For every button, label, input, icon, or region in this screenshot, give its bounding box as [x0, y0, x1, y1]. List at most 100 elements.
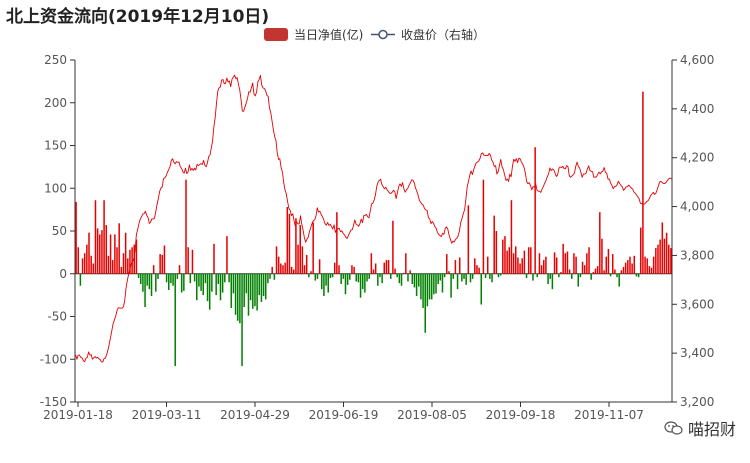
- bar: [256, 273, 258, 311]
- bar: [213, 243, 215, 274]
- bar: [482, 179, 485, 274]
- bar: [560, 272, 562, 274]
- bar: [652, 256, 655, 274]
- bar: [92, 263, 95, 274]
- bar: [474, 258, 476, 274]
- bar: [409, 270, 411, 274]
- legend: 当日净值(亿) 收盘价（右轴）: [264, 27, 485, 42]
- bar: [114, 234, 116, 274]
- bar: [413, 273, 416, 288]
- y-right-tick-label: 4,400: [680, 102, 714, 116]
- bar: [107, 255, 110, 274]
- bar: [215, 273, 217, 296]
- bar: [665, 232, 668, 274]
- bar: [433, 273, 435, 295]
- x-tick-label: 2019-11-07: [574, 408, 644, 422]
- bar: [103, 200, 105, 274]
- bar: [109, 234, 112, 274]
- bar: [168, 273, 170, 290]
- bar: [422, 273, 424, 308]
- bar: [420, 273, 422, 300]
- bar: [639, 227, 642, 274]
- bar: [239, 273, 241, 324]
- x-tick-label: 2019-09-18: [486, 408, 556, 422]
- bar: [293, 269, 295, 274]
- bar: [180, 273, 183, 293]
- bar: [644, 256, 646, 274]
- bar: [327, 273, 329, 293]
- bar: [206, 273, 209, 302]
- bar: [202, 273, 204, 296]
- legend-bar-swatch: [264, 28, 288, 41]
- bar: [452, 273, 454, 279]
- bar: [659, 239, 661, 274]
- bar: [627, 260, 629, 274]
- bar: [245, 273, 248, 294]
- y-right-tick-label: 4,200: [680, 151, 714, 165]
- bar: [176, 273, 179, 279]
- bar: [305, 254, 308, 274]
- bar: [308, 273, 310, 278]
- bar: [120, 266, 123, 274]
- bar: [415, 273, 418, 296]
- bar: [208, 273, 211, 310]
- bar: [86, 244, 88, 274]
- x-tick-label: 2019-06-19: [309, 408, 379, 422]
- bar: [575, 256, 577, 274]
- bar: [663, 238, 666, 274]
- bar: [562, 243, 564, 274]
- bar: [340, 273, 342, 285]
- bar: [189, 273, 192, 284]
- bar: [96, 228, 99, 274]
- bar: [437, 273, 439, 285]
- bar: [163, 245, 166, 274]
- bar: [480, 273, 483, 305]
- bar: [254, 273, 256, 307]
- bar: [426, 273, 429, 307]
- bar: [161, 254, 164, 274]
- bar: [101, 230, 103, 274]
- bar: [377, 273, 379, 286]
- bar: [241, 273, 243, 367]
- bar: [228, 273, 230, 283]
- bar: [461, 273, 463, 282]
- bar: [657, 244, 659, 274]
- bar: [314, 273, 317, 281]
- bar: [622, 266, 625, 274]
- bar: [607, 248, 610, 274]
- bar: [144, 273, 146, 308]
- bar: [525, 273, 528, 279]
- bar: [586, 253, 588, 274]
- watermark-text: 喵招财: [687, 420, 736, 439]
- bar: [611, 254, 614, 274]
- y-right-tick-label: 3,200: [680, 395, 714, 409]
- bar: [282, 265, 284, 274]
- bar: [170, 273, 172, 284]
- bar: [402, 272, 405, 274]
- bar: [234, 273, 237, 315]
- bar: [211, 273, 213, 292]
- bar: [133, 244, 136, 274]
- bar: [349, 273, 351, 280]
- bar: [155, 273, 157, 292]
- legend-bar-label: 当日净值(亿): [294, 27, 363, 42]
- bar: [351, 265, 353, 274]
- bar: [497, 273, 500, 278]
- bar: [521, 258, 523, 274]
- bar: [290, 266, 293, 274]
- y-right-tick-label: 3,400: [680, 346, 714, 360]
- bar: [631, 263, 633, 274]
- bar: [198, 273, 200, 287]
- legend-line-label: 收盘价（右轴）: [401, 27, 485, 42]
- bar: [439, 273, 442, 281]
- bar: [329, 273, 332, 279]
- bar: [331, 273, 334, 278]
- bar: [478, 267, 480, 274]
- y-left-tick-label: 100: [44, 181, 67, 195]
- bar: [280, 263, 282, 274]
- y-right-tick-label: 3,800: [680, 248, 714, 262]
- bar: [336, 212, 338, 274]
- bar: [392, 220, 394, 274]
- bar: [338, 265, 340, 274]
- bar: [361, 273, 364, 290]
